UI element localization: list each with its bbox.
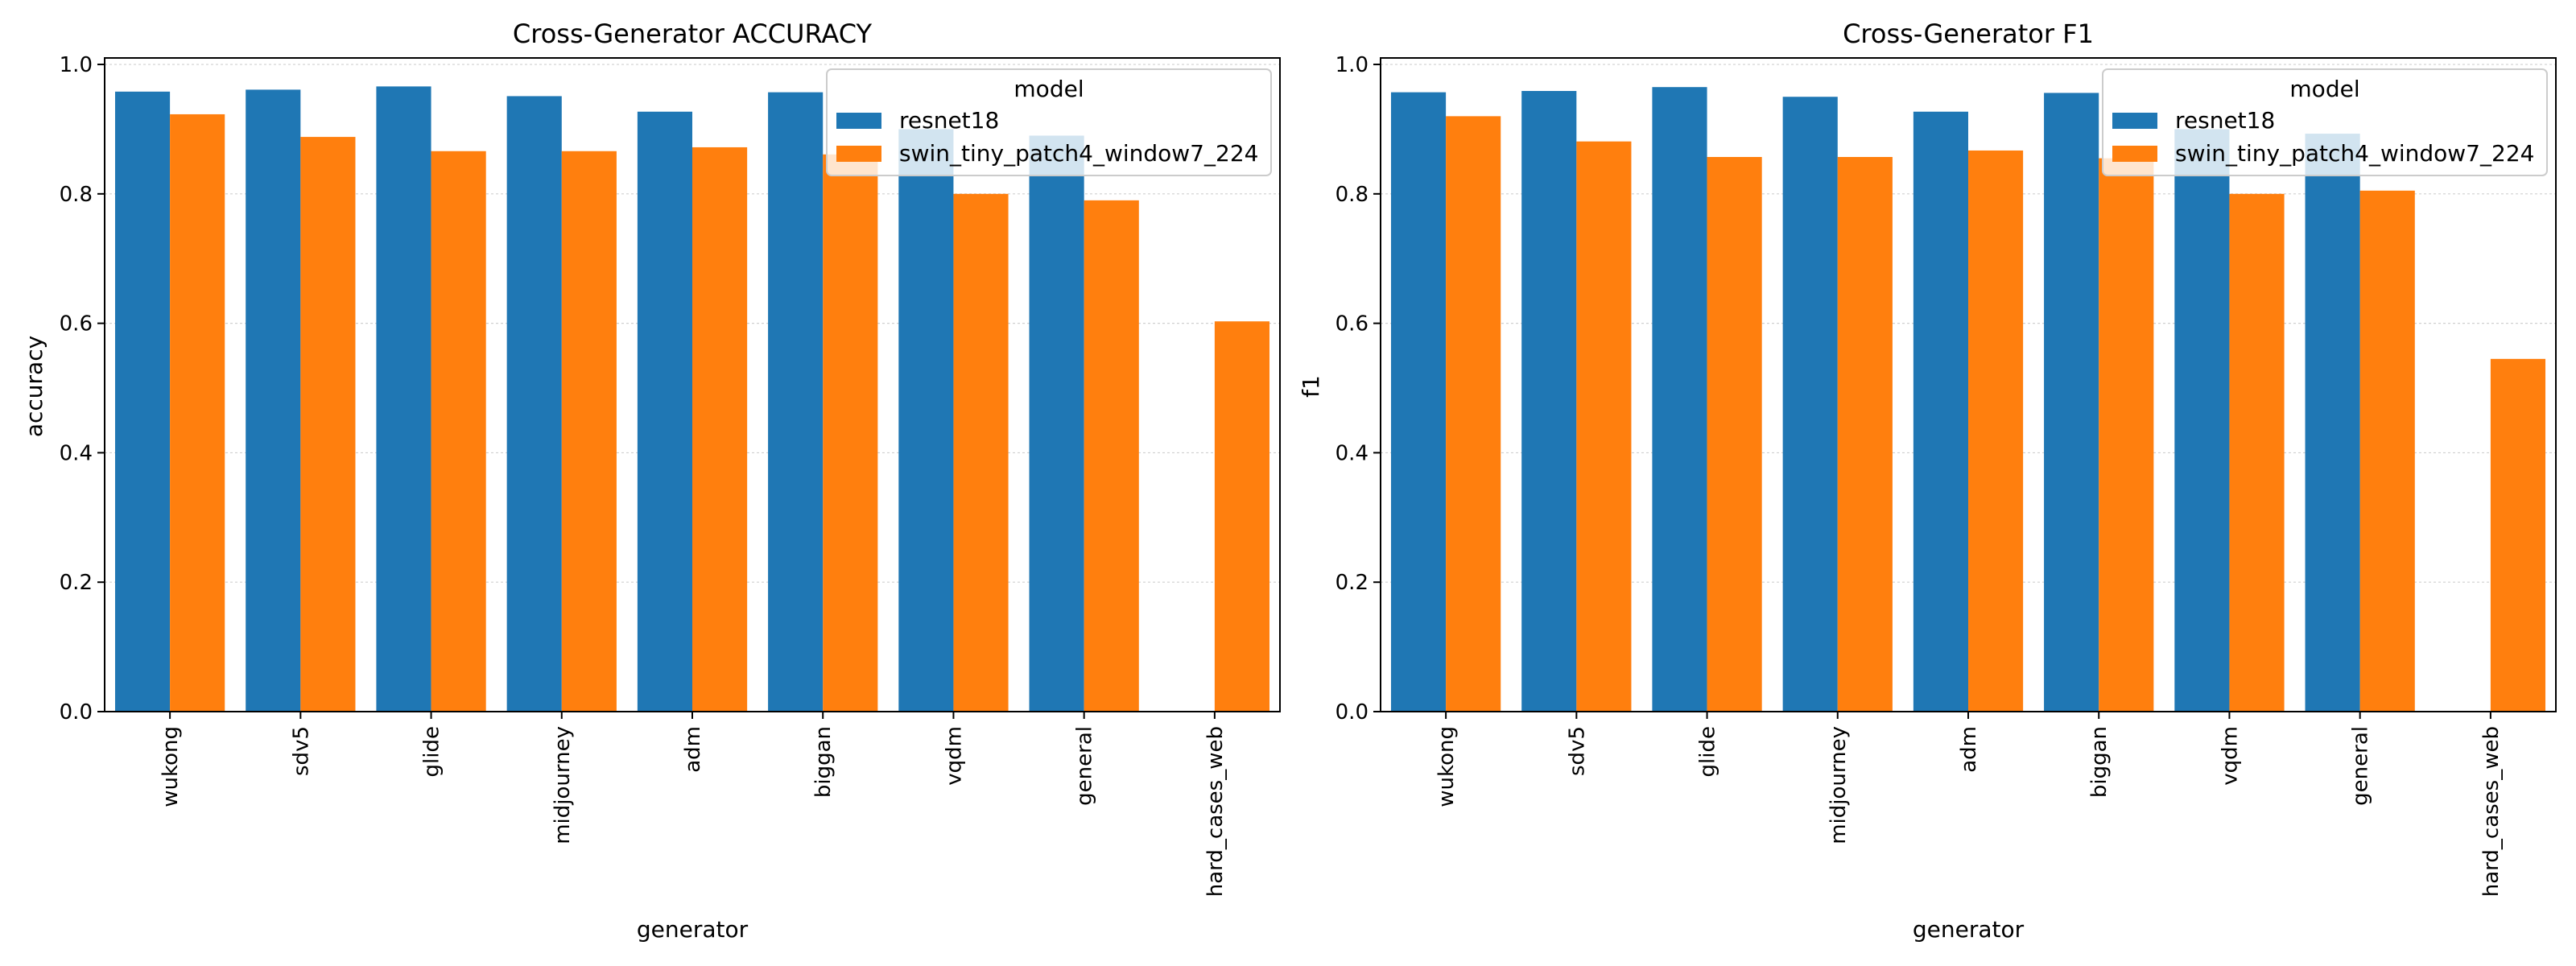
bar-resnet18-wukong: [1390, 92, 1447, 712]
y-axis-ticks: 0.0 0.2 0.4 0.6 0.8 1.0: [60, 53, 105, 724]
bar-resnet18-sdv5: [1521, 91, 1577, 712]
x-tick-label: wukong: [1435, 726, 1459, 807]
chart-panel-f1: Cross-Generator F1 f1 generator 0.00.20.…: [1298, 19, 2557, 943]
legend-title: model: [2289, 76, 2359, 102]
bar-resnet18-general: [2305, 134, 2360, 712]
bar-swin_tiny_patch4_window7_224-glide: [1707, 157, 1762, 712]
y-tick-label: 1.0: [1335, 53, 1368, 77]
legend: model resnet18 swin_tiny_patch4_window7_22…: [826, 68, 1272, 176]
legend-swatch-resnet18: [2112, 113, 2157, 129]
bar-resnet18-vqdm: [2174, 129, 2230, 712]
bar-swin_tiny_patch4_window7_224-adm: [692, 147, 748, 712]
x-tick-label: glide: [1696, 726, 1720, 777]
legend-label: swin_tiny_patch4_window7_224: [899, 140, 1258, 167]
x-axis-label: generator: [637, 916, 749, 943]
bar-swin_tiny_patch4_window7_224-general: [2359, 190, 2415, 712]
chart-panel-accuracy: Cross-Generator ACCURACY accuracy genera…: [21, 19, 1281, 943]
legend: model resnet18 swin_tiny_patch4_window7_22…: [2102, 68, 2548, 176]
bar-resnet18-midjourney: [506, 96, 562, 712]
legend-label: resnet18: [2175, 107, 2275, 134]
bar-resnet18-wukong: [114, 91, 171, 712]
x-tick-label: biggan: [811, 726, 836, 798]
bar-swin_tiny_patch4_window7_224-wukong: [170, 114, 225, 712]
y-tick-label: 0.6: [60, 312, 93, 336]
bar-swin_tiny_patch4_window7_224-hard_cases_web: [2490, 358, 2546, 712]
y-tick-label: 0.0: [60, 700, 93, 724]
y-tick-label: 0.4: [1335, 441, 1368, 465]
bar-resnet18-vqdm: [898, 129, 954, 712]
x-axis-label: generator: [1913, 916, 2025, 943]
y-tick-label: 0.4: [60, 441, 93, 465]
bar-swin_tiny_patch4_window7_224-wukong: [1446, 116, 1501, 712]
bar-resnet18-general: [1029, 135, 1084, 712]
x-tick-label: biggan: [2087, 726, 2112, 798]
y-axis-ticks: 0.0 0.2 0.4 0.6 0.8 1.0: [1335, 53, 1381, 724]
bar-swin_tiny_patch4_window7_224-hard_cases_web: [1214, 321, 1270, 712]
legend-swatch-swin_tiny_patch4_window7_224: [836, 146, 881, 162]
bar-swin_tiny_patch4_window7_224-biggan: [823, 154, 878, 712]
y-tick-label: 0.6: [1335, 312, 1368, 336]
legend-title: model: [1013, 76, 1084, 102]
bar-resnet18-biggan: [768, 92, 824, 712]
bars: [114, 86, 1270, 712]
x-axis-ticks: wukong sdv5 glide midjourney adm biggan vqdm ge…: [159, 712, 1228, 897]
chart-title: Cross-Generator ACCURACY: [513, 19, 873, 49]
legend-label: resnet18: [899, 107, 999, 134]
x-tick-label: hard_cases_web: [2479, 726, 2504, 897]
bar-swin_tiny_patch4_window7_224-sdv5: [1576, 141, 1632, 712]
x-axis-ticks: wukong sdv5 glide midjourney adm biggan vqdm ge…: [1435, 712, 2504, 897]
x-tick-label: adm: [1957, 726, 1981, 773]
bar-swin_tiny_patch4_window7_224-vqdm: [2229, 193, 2285, 712]
legend-swatch-resnet18: [836, 113, 881, 129]
bar-resnet18-adm: [637, 111, 692, 712]
bar-swin_tiny_patch4_window7_224-general: [1084, 200, 1139, 712]
bar-swin_tiny_patch4_window7_224-midjourney: [1837, 157, 1893, 712]
y-tick-label: 0.2: [60, 571, 93, 595]
bar-resnet18-glide: [1652, 87, 1707, 712]
x-tick-label: wukong: [159, 726, 183, 807]
chart-title: Cross-Generator F1: [1843, 19, 2094, 49]
y-axis-label: accuracy: [21, 336, 47, 437]
y-tick-label: 0.8: [60, 183, 93, 207]
x-tick-label: midjourney: [551, 726, 575, 844]
x-tick-label: hard_cases_web: [1203, 726, 1228, 897]
y-tick-label: 0.8: [1335, 183, 1368, 207]
bar-resnet18-midjourney: [1782, 97, 1838, 712]
bar-resnet18-glide: [376, 86, 431, 712]
bar-swin_tiny_patch4_window7_224-biggan: [2099, 158, 2154, 712]
y-axis-label: f1: [1298, 375, 1324, 398]
x-tick-label: vqdm: [2218, 726, 2242, 786]
x-tick-label: sdv5: [289, 726, 313, 776]
bar-swin_tiny_patch4_window7_224-glide: [431, 151, 486, 712]
bar-resnet18-sdv5: [246, 89, 301, 712]
bar-swin_tiny_patch4_window7_224-sdv5: [300, 137, 356, 712]
x-tick-label: vqdm: [942, 726, 966, 786]
legend-swatch-swin_tiny_patch4_window7_224: [2112, 146, 2157, 162]
y-tick-label: 1.0: [60, 53, 93, 77]
y-tick-label: 0.0: [1335, 700, 1368, 724]
legend-label: swin_tiny_patch4_window7_224: [2175, 140, 2534, 167]
bar-swin_tiny_patch4_window7_224-vqdm: [953, 193, 1009, 712]
x-tick-label: midjourney: [1827, 726, 1851, 844]
x-tick-label: general: [1073, 726, 1097, 806]
y-tick-label: 0.2: [1335, 571, 1368, 595]
legend-box: [826, 68, 1272, 176]
x-tick-label: general: [2349, 726, 2373, 806]
bars: [1390, 87, 2546, 712]
legend-box: [2102, 68, 2548, 176]
bar-swin_tiny_patch4_window7_224-midjourney: [561, 151, 617, 712]
bar-resnet18-biggan: [2044, 93, 2099, 712]
x-tick-label: sdv5: [1565, 726, 1589, 776]
bar-resnet18-adm: [1913, 111, 1968, 712]
x-tick-label: glide: [420, 726, 444, 777]
x-tick-label: adm: [681, 726, 705, 773]
bar-swin_tiny_patch4_window7_224-adm: [1968, 150, 2024, 712]
